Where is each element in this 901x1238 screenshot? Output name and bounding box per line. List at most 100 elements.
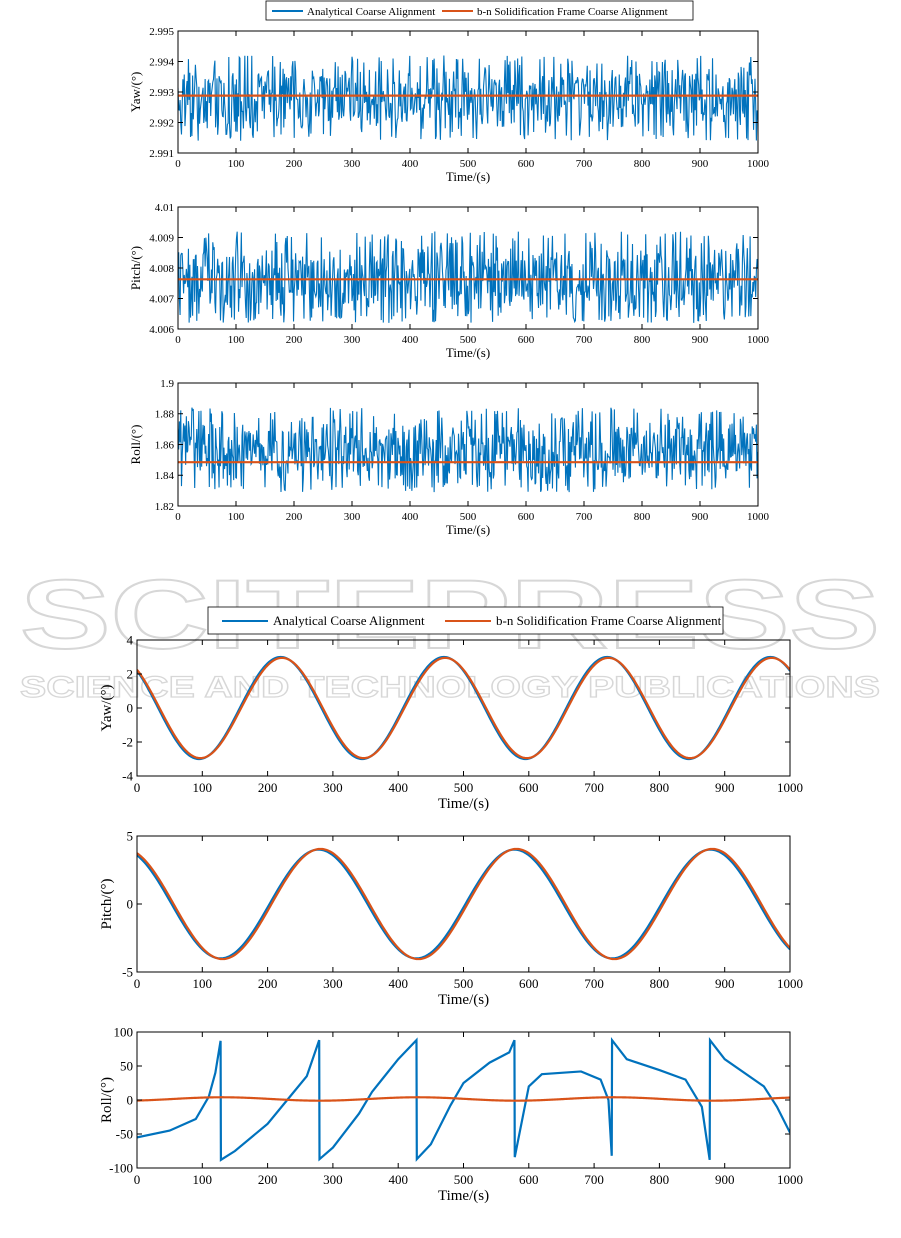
series-solidification-line — [137, 1097, 790, 1100]
x-tick-label: 200 — [286, 158, 303, 170]
x-tick-label: 900 — [692, 158, 709, 170]
x-tick-label: 800 — [650, 976, 670, 991]
x-tick-label: 800 — [634, 158, 651, 170]
x-tick-label: 100 — [228, 511, 245, 523]
x-tick-label: 500 — [454, 976, 474, 991]
x-tick-label: 100 — [228, 158, 245, 170]
x-tick-label: 400 — [402, 511, 419, 523]
x-tick-label: 400 — [388, 1172, 408, 1187]
x-tick-label: 200 — [258, 976, 278, 991]
x-tick-label: 800 — [650, 1172, 670, 1187]
x-tick-label: 0 — [175, 158, 181, 170]
y-tick-label: 4.008 — [149, 263, 174, 275]
x-tick-label: 100 — [193, 780, 213, 795]
x-tick-label: 700 — [576, 158, 593, 170]
x-axis-label: Time/(s) — [446, 522, 490, 537]
y-tick-label: 4 — [127, 633, 134, 648]
y-tick-label: 2 — [127, 667, 134, 682]
x-tick-label: 900 — [715, 1172, 735, 1187]
legend-bottom-solidification-label: b-n Solidification Frame Coarse Alignmen… — [496, 613, 722, 628]
y-axis-label: Roll/(°) — [128, 425, 143, 465]
subplot-6: 0 100 200 300 400 500 600 700 800 900 1000 -100 -50 0… — [99, 1025, 803, 1204]
y-axis-label: Roll/(°) — [99, 1077, 115, 1123]
y-tick-label: -4 — [122, 769, 133, 784]
y-tick-label: -100 — [109, 1161, 133, 1176]
series-analytical-line — [137, 850, 790, 959]
x-tick-label: 300 — [323, 1172, 343, 1187]
x-tick-label: 800 — [634, 334, 651, 346]
y-tick-label: 4.007 — [149, 293, 174, 305]
series-analytical-line — [178, 55, 758, 140]
series-analytical-line — [178, 408, 758, 493]
subplot-1: 0 100 200 300 400 500 600 700 800 900 1000 2.991 2.9… — [128, 26, 770, 184]
y-tick-label: 2.992 — [149, 117, 174, 129]
x-tick-label: 0 — [175, 334, 181, 346]
y-tick-label: -50 — [116, 1127, 133, 1142]
x-tick-label: 900 — [692, 511, 709, 523]
x-tick-label: 100 — [193, 1172, 213, 1187]
x-tick-label: 1000 — [747, 334, 770, 346]
x-tick-label: 300 — [344, 158, 361, 170]
x-tick-label: 200 — [286, 511, 303, 523]
x-tick-label: 600 — [519, 976, 539, 991]
x-tick-label: 900 — [692, 334, 709, 346]
x-tick-label: 1000 — [777, 1172, 803, 1187]
legend-top-solidification-label: b-n Solidification Frame Coarse Alignmen… — [477, 6, 668, 18]
series-analytical-line — [178, 232, 758, 323]
x-tick-label: 0 — [134, 976, 141, 991]
y-tick-label: 2.995 — [149, 26, 174, 38]
x-tick-label: 300 — [344, 334, 361, 346]
x-tick-label: 500 — [454, 780, 474, 795]
y-axis-label: Pitch/(°) — [99, 879, 115, 930]
x-tick-label: 600 — [519, 780, 539, 795]
y-tick-label: -5 — [122, 965, 133, 980]
legend-top: Analytical Coarse Alignment b-n Solidifi… — [266, 1, 693, 20]
x-tick-label: 700 — [584, 1172, 604, 1187]
x-tick-label: 700 — [576, 334, 593, 346]
y-tick-label: 2.991 — [149, 148, 174, 160]
y-tick-label: 2.994 — [149, 56, 174, 68]
x-tick-label: 700 — [584, 976, 604, 991]
x-tick-label: 200 — [286, 334, 303, 346]
y-axis-label: Pitch/(°) — [128, 246, 143, 290]
x-tick-label: 500 — [454, 1172, 474, 1187]
legend-bottom-analytical-label: Analytical Coarse Alignment — [273, 613, 425, 628]
y-tick-label: 1.82 — [155, 501, 174, 513]
y-tick-label: 1.86 — [155, 439, 175, 451]
y-tick-label: 4.006 — [149, 324, 174, 336]
y-tick-label: 4.009 — [149, 232, 174, 244]
y-tick-label: -2 — [122, 735, 133, 750]
x-tick-label: 700 — [576, 511, 593, 523]
x-tick-label: 1000 — [777, 976, 803, 991]
y-tick-label: 0 — [127, 701, 134, 716]
y-tick-label: 4.01 — [155, 202, 174, 214]
y-tick-label: 1.84 — [155, 470, 175, 482]
x-tick-label: 1000 — [747, 511, 770, 523]
x-tick-label: 400 — [388, 976, 408, 991]
x-tick-label: 800 — [634, 511, 651, 523]
y-tick-label: 5 — [127, 829, 134, 844]
y-tick-label: 1.88 — [155, 409, 175, 421]
y-axis-label: Yaw/(°) — [99, 685, 115, 732]
x-axis-label: Time/(s) — [446, 169, 490, 184]
x-tick-label: 600 — [519, 1172, 539, 1187]
x-tick-label: 400 — [402, 334, 419, 346]
y-tick-label: 0 — [127, 1093, 134, 1108]
x-tick-label: 300 — [323, 780, 343, 795]
x-axis-label: Time/(s) — [438, 1188, 489, 1204]
x-tick-label: 100 — [228, 334, 245, 346]
x-tick-label: 1000 — [777, 780, 803, 795]
x-tick-label: 800 — [650, 780, 670, 795]
x-tick-label: 600 — [518, 511, 535, 523]
subplot-2: 0 100 200 300 400 500 600 700 800 900 1000 4.006 4.0… — [128, 202, 770, 360]
x-tick-label: 900 — [715, 976, 735, 991]
x-tick-label: 0 — [175, 511, 181, 523]
x-tick-label: 900 — [715, 780, 735, 795]
legend-top-analytical-label: Analytical Coarse Alignment — [307, 6, 435, 18]
y-tick-label: 0 — [127, 897, 134, 912]
y-axis-label: Yaw/(°) — [128, 72, 143, 113]
x-tick-label: 600 — [518, 158, 535, 170]
x-tick-label: 400 — [388, 780, 408, 795]
x-tick-label: 0 — [134, 1172, 141, 1187]
x-axis-label: Time/(s) — [446, 345, 490, 360]
